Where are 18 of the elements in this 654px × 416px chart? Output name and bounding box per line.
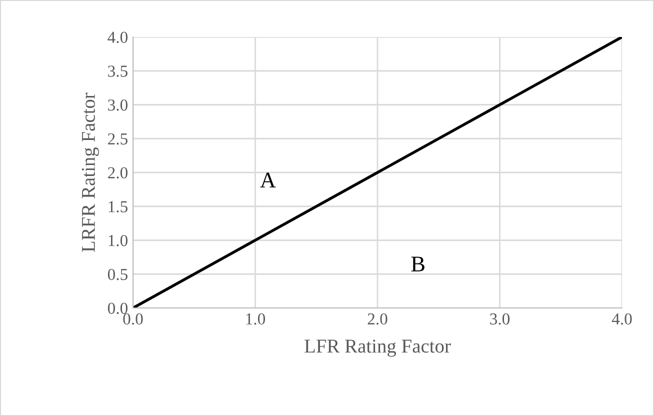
y-tick-label: 2.0 [108, 167, 128, 179]
annotation: A [260, 172, 276, 188]
y-tick-label: 4.0 [108, 32, 128, 44]
y-axis-title: LRFR Rating Factor [82, 92, 99, 252]
x-tick-label: 1.0 [246, 313, 266, 325]
y-tick-label: 0.5 [108, 268, 128, 280]
x-tick-label: 0.0 [123, 313, 143, 325]
y-tick-label: 1.0 [108, 234, 128, 246]
annotation: B [411, 256, 424, 272]
x-tick-label: 2.0 [368, 313, 388, 325]
y-tick-label: 0.0 [108, 302, 128, 314]
x-axis-title: LFR Rating Factor [304, 340, 451, 357]
y-tick-label: 1.5 [108, 201, 128, 212]
y-tick-label: 3.5 [108, 66, 128, 77]
y-tick-label: 2.5 [108, 133, 128, 145]
x-tick-label: 4.0 [612, 313, 632, 325]
y-tick-label: 3.0 [108, 99, 128, 111]
x-tick-label: 3.0 [490, 313, 510, 325]
